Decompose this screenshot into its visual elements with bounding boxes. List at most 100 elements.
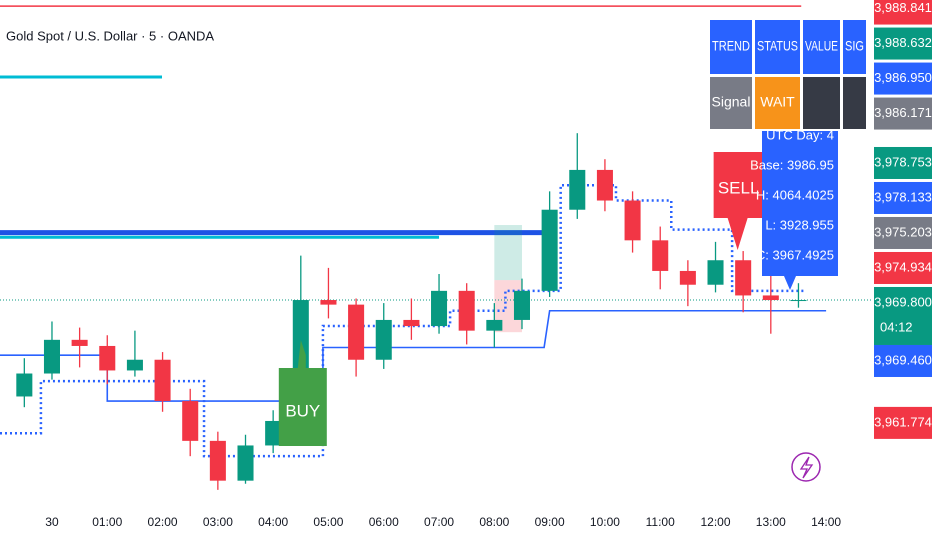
candle-body <box>707 260 724 285</box>
candle-body <box>513 290 531 320</box>
info-line: H: 4064.4025 <box>756 187 834 202</box>
info-line: Base: 3986.95 <box>750 157 834 172</box>
price-label-text: 3,986.950 <box>874 70 932 85</box>
price-label-text: 3,969.460 <box>874 352 932 367</box>
countdown: 04:12 <box>880 319 913 334</box>
price-label-text: 3,975.203 <box>874 224 932 239</box>
price-label-bg <box>874 62 932 95</box>
price-label-text: 3,974.934 <box>874 259 932 274</box>
plot-area <box>0 5 872 490</box>
candle-body <box>652 240 669 271</box>
x-tick-label: 08:00 <box>479 515 509 529</box>
price-label-bg <box>874 181 932 214</box>
info-line: UTC Day: 4 <box>766 127 834 142</box>
price-label-bg <box>874 406 932 439</box>
candle-body <box>43 339 60 374</box>
x-tick-label: 12:00 <box>700 515 730 529</box>
table-header-text: SIG <box>845 38 864 54</box>
candle-body <box>486 319 503 331</box>
candle-body <box>71 339 88 346</box>
price-label-text: 3,961.774 <box>874 414 932 429</box>
price-label: 3,974.934 <box>874 251 932 284</box>
table-header-cell <box>710 20 752 74</box>
x-tick-label: 05:00 <box>313 515 343 529</box>
x-tick-label: 06:00 <box>369 515 399 529</box>
x-tick-label: 07:00 <box>424 515 454 529</box>
price-label: 3,961.774 <box>874 406 932 439</box>
candle-body <box>458 290 475 331</box>
candle-body <box>237 445 254 481</box>
candle-body <box>624 200 641 241</box>
candle-body <box>154 359 171 402</box>
x-tick-label: 01:00 <box>92 515 122 529</box>
price-label-text: 3,988.632 <box>874 35 932 50</box>
candle-body <box>99 345 116 371</box>
table-header-text: TREND <box>712 38 750 54</box>
info-line: L: 3928.955 <box>765 217 834 232</box>
price-label: 3,978.133 <box>874 181 932 214</box>
candle-body <box>16 373 33 397</box>
candle-body <box>596 169 613 201</box>
price-label-text: 3,986.171 <box>874 105 932 120</box>
price-label-text: 3,978.753 <box>874 154 932 169</box>
price-label-text: 3,988.841 <box>874 0 932 15</box>
signal-label: SELL <box>713 152 764 250</box>
price-label: 3,978.753 <box>874 146 932 179</box>
table-header-cell <box>755 20 800 74</box>
price-label-bg <box>874 97 932 130</box>
price-label-bg <box>874 216 932 249</box>
table-header-cell <box>803 20 840 74</box>
x-axis-bg <box>0 522 872 550</box>
price-label: 3,986.950 <box>874 62 932 95</box>
candle-body <box>265 420 282 446</box>
info-box: UTC Day: 4 Base: 3986.95 H: 4064.4025 L: 39… <box>750 115 838 290</box>
price-label: 3,988.841 <box>874 0 932 25</box>
candle-body <box>182 401 199 441</box>
price-label-bg <box>874 344 932 377</box>
price-label-bg <box>874 286 932 345</box>
x-tick-label: 10:00 <box>590 515 620 529</box>
candle-body <box>679 270 696 285</box>
price-label-text: 3,969.800 <box>874 294 932 309</box>
candle-body <box>762 295 779 301</box>
signal-shape <box>713 152 764 250</box>
candle-body <box>569 169 586 210</box>
candle-body <box>348 304 365 360</box>
x-tick-label: 04:00 <box>258 515 288 529</box>
table-cell <box>710 77 752 129</box>
info-box-bg <box>762 115 838 290</box>
signal-text: SELL <box>718 178 760 197</box>
x-tick-label: 13:00 <box>756 515 786 529</box>
price-label-bg <box>874 27 932 60</box>
table-header-text: VALUE <box>805 38 838 54</box>
price-label: 3,988.632 <box>874 27 932 60</box>
price-label: 3,969.800 04:12 <box>874 286 932 345</box>
x-tick-label: 30 <box>45 515 59 529</box>
zone <box>494 225 522 281</box>
table-cell-text: WAIT <box>760 94 795 110</box>
price-label-bg <box>874 0 932 25</box>
x-tick-label: 03:00 <box>203 515 233 529</box>
candle-body <box>209 440 226 481</box>
candle-body <box>790 300 807 302</box>
x-tick-label: 14:00 <box>811 515 841 529</box>
signal-text: BUY <box>285 401 320 420</box>
candle-body <box>541 209 558 291</box>
price-label-bg <box>874 146 932 179</box>
candle-body <box>375 319 392 360</box>
candle-body <box>735 260 752 296</box>
alert-icon <box>791 452 821 482</box>
price-label: 3,986.171 <box>874 97 932 130</box>
status-table: TREND STATUS VALUE SIG Signal WAIT <box>708 18 868 131</box>
candle-body <box>403 319 420 327</box>
table-header-cell <box>843 20 866 74</box>
table-cell <box>803 77 840 129</box>
table-cell-text: Signal <box>712 94 751 110</box>
candle-body <box>320 300 337 305</box>
price-label-bg <box>874 251 932 284</box>
table-header-text: STATUS <box>757 38 798 54</box>
price-label: 3,969.460 <box>874 344 932 377</box>
candle-body <box>431 290 448 327</box>
info-line: C: 3967.4925 <box>756 247 834 262</box>
